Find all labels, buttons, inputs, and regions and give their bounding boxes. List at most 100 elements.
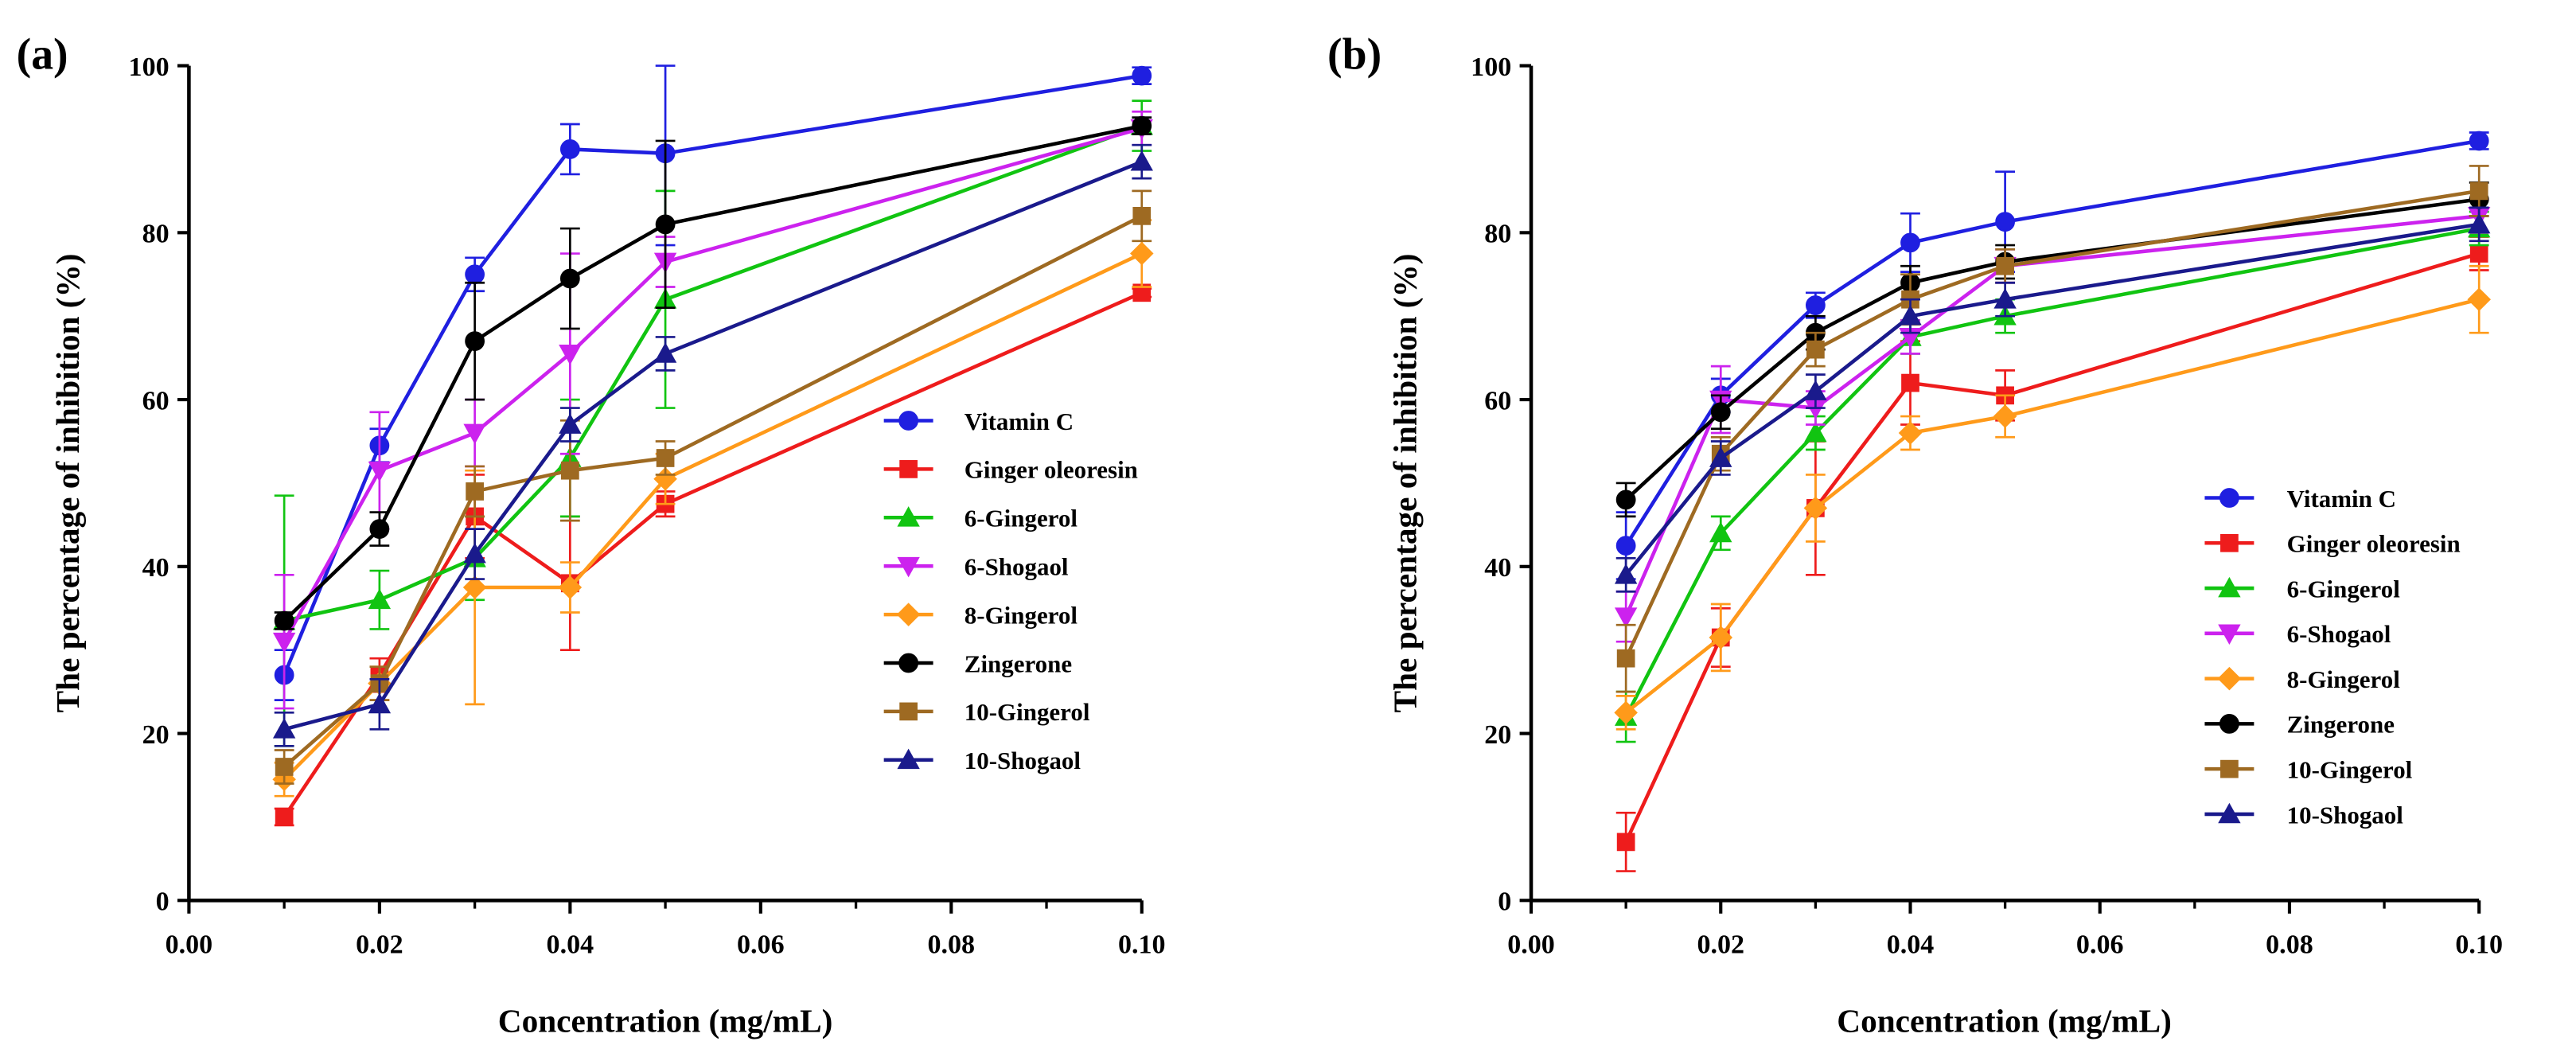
data-point xyxy=(368,692,392,714)
x-tick-label: 0.00 xyxy=(1507,930,1555,959)
figure-root: (a) 0 20 40 60 80 100 0.00 0.02 0.04 0.06 0.08 0.10 C… xyxy=(17,30,2503,1040)
legend-marker xyxy=(899,702,918,721)
series-line xyxy=(283,127,1143,643)
x-tick-label: 0.06 xyxy=(2076,930,2124,959)
data-point xyxy=(1898,421,1923,445)
data-point xyxy=(465,331,485,352)
chart-panel-b: (b) 0 20 40 60 80 100 0.00 0.02 0.04 0.06 0.08 0.10 C… xyxy=(1327,30,2503,1040)
series-10-shogaol xyxy=(272,143,1153,747)
legend-marker xyxy=(897,556,920,578)
y-tick-label: 100 xyxy=(1471,53,1511,82)
series-line xyxy=(1624,252,2480,843)
series-line xyxy=(283,214,1143,769)
legend-label: 6-Shogaol xyxy=(2287,620,2391,648)
legend-item-10-shogaol: 10-Shogaol xyxy=(883,747,1081,774)
y-tick-label: 20 xyxy=(142,720,170,750)
legend-item-zingerone: Zingerone xyxy=(2204,711,2395,739)
legend: Vitamin C Ginger oleoresin 6-Gingerol 6-Sho… xyxy=(883,408,1138,774)
y-tick-label: 20 xyxy=(1484,720,1511,750)
series-10-gingerol xyxy=(1615,165,2489,693)
legend: Vitamin C Ginger oleoresin 6-Gingerol 6-Sho… xyxy=(2204,485,2461,829)
data-point xyxy=(2469,244,2488,263)
legend-marker xyxy=(2219,713,2239,734)
legend-label: 10-Shogaol xyxy=(965,747,1081,774)
legend-item-10-shogaol: 10-Shogaol xyxy=(2204,801,2403,829)
data-point xyxy=(1615,536,1636,556)
series-line xyxy=(283,73,1143,677)
legend-label: 6-Gingerol xyxy=(2287,575,2401,603)
data-point xyxy=(1132,206,1152,225)
data-point xyxy=(2468,213,2491,234)
legend-marker xyxy=(2218,802,2241,824)
series-line xyxy=(1624,189,2480,660)
series-line xyxy=(283,123,1143,622)
data-point xyxy=(653,342,677,363)
data-point xyxy=(1805,295,1826,315)
data-point xyxy=(1709,447,1732,467)
legend-marker xyxy=(898,411,919,431)
data-point xyxy=(2469,131,2489,151)
series-line xyxy=(1624,226,2480,718)
legend-marker xyxy=(896,603,921,626)
data-point xyxy=(559,139,580,159)
data-point xyxy=(1900,232,1920,253)
legend-marker xyxy=(897,748,920,770)
y-tick-label: 60 xyxy=(142,386,170,415)
series-10-shogaol xyxy=(1614,206,2491,593)
x-tick-label: 0.02 xyxy=(1697,930,1744,959)
data-point xyxy=(274,610,294,631)
data-point xyxy=(656,449,675,467)
data-point xyxy=(1614,700,1638,725)
series-line xyxy=(283,123,1143,623)
data-point xyxy=(1709,521,1732,543)
x-axis-title: Concentration (mg/mL) xyxy=(1837,1002,2172,1039)
legend-label: 10-Shogaol xyxy=(2287,801,2404,829)
legend-item-8-gingerol: 8-Gingerol xyxy=(2204,665,2400,693)
legend-label: 8-Gingerol xyxy=(2287,665,2401,693)
data-point xyxy=(559,413,582,434)
data-point xyxy=(1615,489,1636,510)
legend-item-zingerone: Zingerone xyxy=(883,649,1072,677)
data-point xyxy=(1709,626,1733,649)
x-tick-label: 0.04 xyxy=(1887,930,1935,959)
y-axis-title: The percentage of inhibition (%) xyxy=(1387,253,1424,712)
legend-marker xyxy=(2217,666,2242,691)
legend-item-ginger-oleoresin: Ginger oleoresin xyxy=(2204,530,2461,558)
legend-label: Zingerone xyxy=(2287,711,2395,739)
x-tick-label: 0.00 xyxy=(166,930,213,959)
x-tick-label: 0.04 xyxy=(547,930,594,959)
data-point xyxy=(1901,373,1919,392)
y-tick-label: 0 xyxy=(1498,887,1511,917)
data-point xyxy=(1130,241,1154,266)
legend-marker xyxy=(2220,533,2239,552)
data-point xyxy=(1710,402,1731,423)
x-tick-label: 0.06 xyxy=(737,930,785,959)
data-point xyxy=(1614,607,1638,628)
legend-marker xyxy=(2219,488,2239,508)
data-point xyxy=(1803,496,1828,521)
legend-item-ginger-oleoresin: Ginger oleoresin xyxy=(883,456,1138,484)
data-point xyxy=(1806,340,1825,359)
data-point xyxy=(1614,564,1638,584)
data-point xyxy=(463,542,486,564)
y-tick-label: 80 xyxy=(142,220,170,249)
legend-label: 10-Gingerol xyxy=(2287,755,2413,783)
series-zingerone xyxy=(1615,181,2489,518)
series-zingerone xyxy=(274,115,1152,631)
y-tick-label: 100 xyxy=(129,53,170,82)
legend-item-10-gingerol: 10-Gingerol xyxy=(2204,755,2413,783)
data-point xyxy=(369,519,390,540)
data-point xyxy=(1993,288,2017,309)
data-point xyxy=(1132,65,1152,86)
x-tick-label: 0.10 xyxy=(2455,930,2503,959)
x-tick-label: 0.08 xyxy=(2266,930,2313,959)
legend-label: 6-Shogaol xyxy=(965,553,1069,581)
data-point xyxy=(1132,283,1152,302)
legend-marker xyxy=(897,506,920,527)
data-point xyxy=(559,345,582,365)
series-line xyxy=(283,160,1143,731)
legend-item-8-gingerol: 8-Gingerol xyxy=(883,601,1078,629)
data-point xyxy=(559,268,580,289)
legend-marker xyxy=(898,653,919,673)
y-tick-label: 80 xyxy=(1484,220,1511,249)
